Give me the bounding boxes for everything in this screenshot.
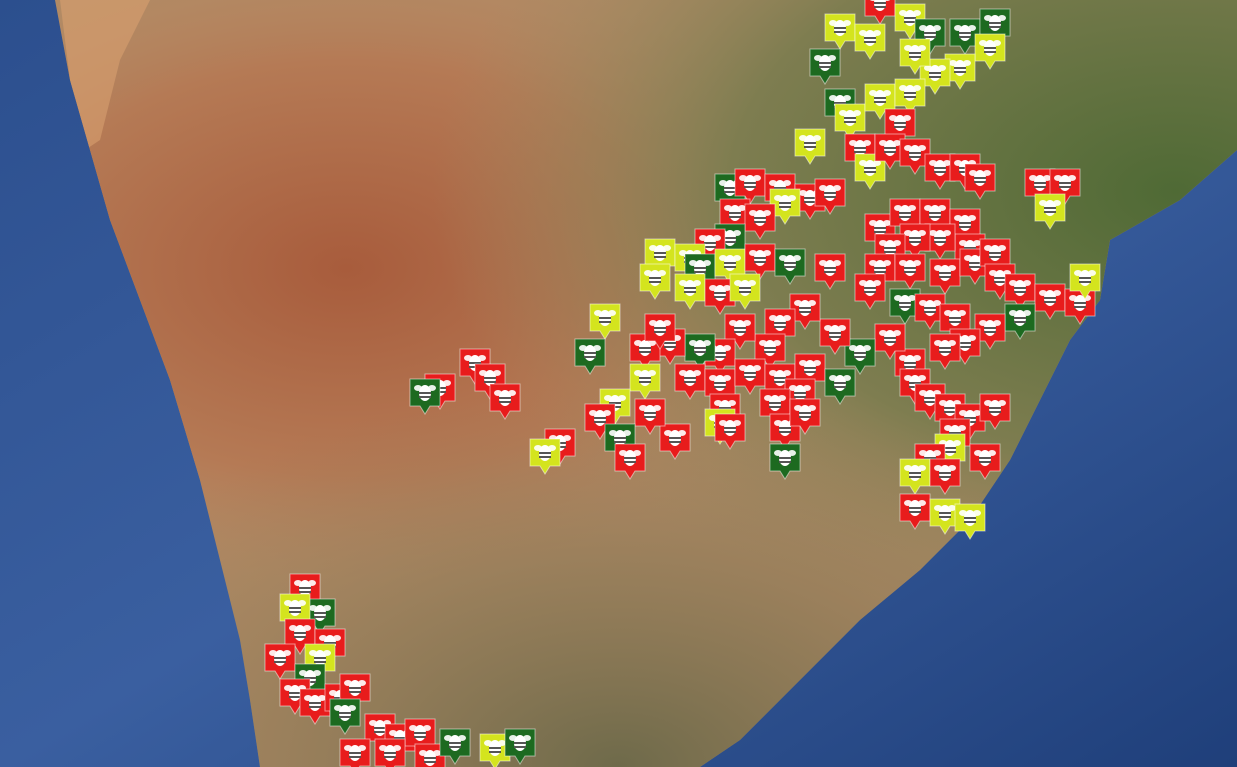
bee-marker[interactable]: [374, 738, 406, 767]
bee-marker[interactable]: [339, 738, 371, 767]
coastal-dunes: [60, 0, 150, 150]
